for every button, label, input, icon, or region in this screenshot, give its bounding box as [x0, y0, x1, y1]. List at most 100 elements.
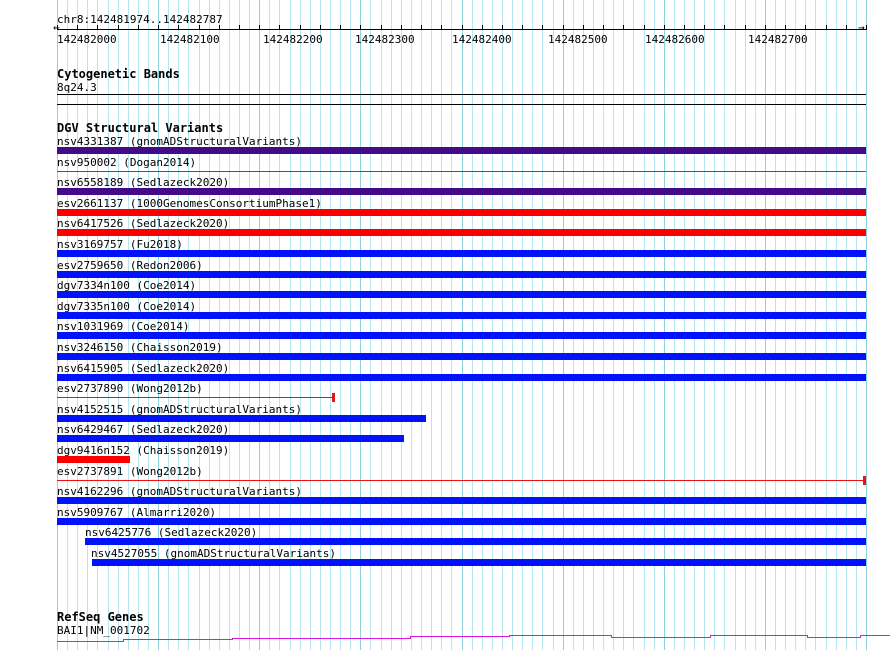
ruler-tick — [340, 25, 341, 30]
gene-segment — [57, 641, 123, 642]
variant-bar[interactable] — [57, 332, 866, 339]
ruler-tick — [178, 25, 179, 30]
variant-track-label[interactable]: dgv7334n100 (Coe2014) — [57, 279, 197, 292]
gene-segment — [232, 638, 410, 639]
ruler-tick — [866, 25, 867, 30]
grid-line — [654, 0, 655, 650]
grid-line — [391, 0, 392, 650]
variant-end-cap — [863, 476, 866, 485]
variant-thin-line[interactable] — [57, 480, 863, 481]
variant-track-label[interactable]: nsv6425776 (Sedlazeck2020) — [85, 526, 258, 539]
ruler-label: 142482500 — [548, 33, 608, 46]
ruler-tick — [522, 25, 523, 30]
grid-line — [805, 0, 806, 650]
variant-track-label[interactable]: nsv3246150 (Chaisson2019) — [57, 341, 223, 354]
variant-bar[interactable] — [57, 435, 404, 442]
gene-segment — [410, 636, 509, 637]
ruler-label: 142482600 — [645, 33, 705, 46]
ruler-tick — [664, 25, 665, 30]
grid-line — [482, 0, 483, 650]
grid-line — [684, 0, 685, 650]
variant-track-label[interactable]: nsv4162296 (gnomADStructuralVariants) — [57, 485, 303, 498]
variant-bar[interactable] — [85, 538, 866, 545]
variant-bar[interactable] — [57, 229, 866, 236]
ruler-tick — [563, 25, 564, 30]
variant-track-label[interactable]: esv2737891 (Wong2012b) — [57, 465, 203, 478]
variant-bar[interactable] — [57, 374, 866, 381]
cytoband-label: 8q24.3 — [57, 81, 97, 94]
grid-line — [563, 0, 564, 650]
variant-end-cap — [332, 393, 335, 402]
grid-line — [623, 0, 624, 650]
ruler-tick — [360, 25, 361, 30]
grid-line — [411, 0, 412, 650]
variant-bar[interactable] — [57, 312, 866, 319]
ruler-right-arrow-icon[interactable]: → — [858, 21, 865, 34]
variant-track-label[interactable]: nsv6429467 (Sedlazeck2020) — [57, 423, 230, 436]
grid-line — [664, 0, 665, 650]
gene-segment — [807, 637, 860, 638]
variant-bar[interactable] — [57, 518, 866, 525]
variant-bar[interactable] — [57, 415, 426, 422]
variant-track-label[interactable]: esv2737890 (Wong2012b) — [57, 382, 203, 395]
ruler-label: 142482700 — [748, 33, 808, 46]
ruler-left-arrow-icon[interactable]: ← — [53, 22, 60, 33]
variant-bar[interactable] — [57, 353, 866, 360]
ruler-tick — [219, 25, 220, 30]
ruler-label: 142482200 — [263, 33, 323, 46]
gene-segment — [611, 637, 710, 638]
variant-track-label[interactable]: nsv1031969 (Coe2014) — [57, 320, 190, 333]
grid-line — [462, 0, 463, 650]
variant-bar[interactable] — [57, 456, 130, 463]
dgv-structural-variants-title: DGV Structural Variants — [57, 121, 224, 135]
variant-track-label[interactable]: nsv4331387 (gnomADStructuralVariants) — [57, 135, 303, 148]
variant-track-label[interactable]: nsv3169757 (Fu2018) — [57, 238, 183, 251]
variant-thin-line[interactable] — [57, 397, 332, 398]
ruler-tick — [421, 25, 422, 30]
ruler-tick — [603, 25, 604, 30]
ruler-tick — [623, 25, 624, 30]
variant-bar[interactable] — [57, 497, 866, 504]
variant-track-label[interactable]: esv2759650 (Redon2006) — [57, 259, 203, 272]
grid-line — [542, 0, 543, 650]
grid-line — [522, 0, 523, 650]
grid-line — [735, 0, 736, 650]
ruler-tick — [462, 25, 463, 30]
ruler-tick — [745, 25, 746, 30]
variant-track-label[interactable]: nsv6558189 (Sedlazeck2020) — [57, 176, 230, 189]
grid-line — [815, 0, 816, 650]
cytogenetic-bands-title: Cytogenetic Bands — [57, 67, 180, 81]
variant-bar[interactable] — [57, 188, 866, 195]
grid-line — [451, 0, 452, 650]
ruler-tick — [583, 25, 584, 30]
variant-bar[interactable] — [57, 271, 866, 278]
variant-bar[interactable] — [57, 291, 866, 298]
variant-bar[interactable] — [57, 250, 866, 257]
variant-bar[interactable] — [57, 147, 866, 154]
grid-line — [674, 0, 675, 650]
grid-line — [775, 0, 776, 650]
ruler-tick — [158, 25, 159, 30]
ruler-tick — [279, 25, 280, 30]
variant-track-label[interactable]: dgv9416n152 (Chaisson2019) — [57, 444, 230, 457]
variant-track-label[interactable]: nsv6415905 (Sedlazeck2020) — [57, 362, 230, 375]
variant-track-label[interactable]: nsv4152515 (gnomADStructuralVariants) — [57, 403, 303, 416]
ruler-tick — [138, 25, 139, 30]
grid-line — [573, 0, 574, 650]
gene-step-connector — [807, 635, 808, 638]
grid-line — [441, 0, 442, 650]
variant-track-label[interactable]: dgv7335n100 (Coe2014) — [57, 300, 197, 313]
ruler-tick — [259, 25, 260, 30]
variant-track-label[interactable]: nsv4527055 (gnomADStructuralVariants) — [91, 547, 337, 560]
grid-line — [765, 0, 766, 650]
grid-line — [340, 0, 341, 650]
variant-track-label[interactable]: nsv5909767 (Almarri2020) — [57, 506, 216, 519]
variant-bar[interactable] — [92, 559, 866, 566]
ruler-tick — [542, 25, 543, 30]
variant-track-label[interactable]: nsv6417526 (Sedlazeck2020) — [57, 217, 230, 230]
variant-bar[interactable] — [57, 209, 866, 216]
variant-track-label[interactable]: nsv950002 (Dogan2014) — [57, 156, 197, 169]
variant-thin-line[interactable] — [57, 171, 866, 172]
variant-track-label[interactable]: esv2661137 (1000GenomesConsortiumPhase1) — [57, 197, 322, 210]
